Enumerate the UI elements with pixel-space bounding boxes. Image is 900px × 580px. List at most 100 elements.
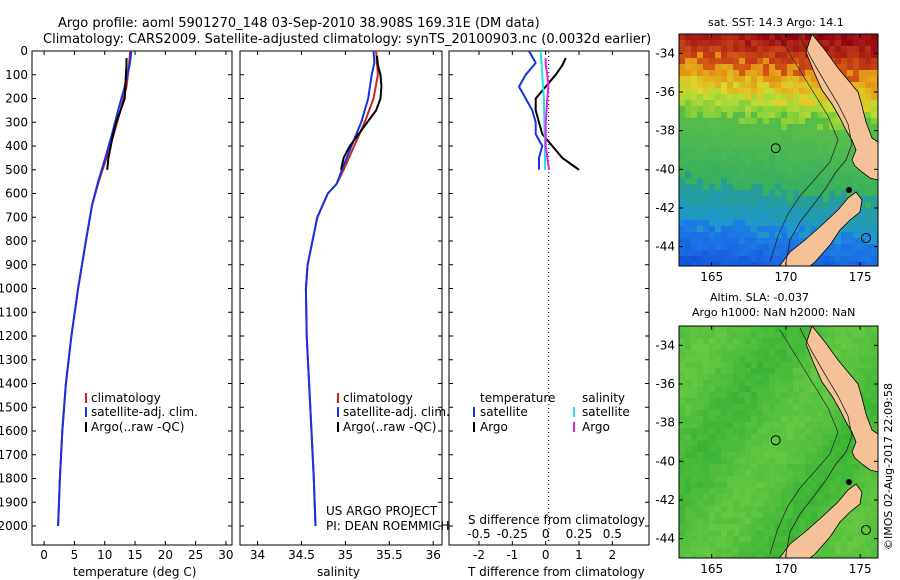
- map-cell: [715, 536, 721, 542]
- series-salinity-argo: [544, 58, 550, 170]
- map-cell: [859, 332, 865, 338]
- sst-field: [679, 34, 878, 266]
- map-cell: [871, 52, 877, 58]
- map-cell: [763, 380, 769, 386]
- map-cell: [751, 518, 757, 524]
- depth-tick-label: 1400: [0, 377, 28, 391]
- map-cell: [757, 458, 763, 464]
- temperature-series: [57, 51, 133, 527]
- map-cell: [829, 536, 835, 542]
- map-cell: [775, 332, 781, 338]
- map-cell: [793, 326, 799, 332]
- map-cell: [715, 70, 721, 76]
- map-cell: [697, 40, 703, 46]
- map-cell: [721, 422, 727, 428]
- map-cell: [715, 542, 721, 548]
- map-cell: [733, 470, 739, 476]
- map-cell: [709, 130, 715, 136]
- map-cell: [865, 404, 871, 410]
- legend-heading-salinity: salinity: [582, 391, 625, 405]
- map-cell: [781, 374, 787, 380]
- map-cell: [781, 88, 787, 94]
- map-cell: [745, 380, 751, 386]
- x-tick-label: 35.5: [376, 548, 403, 562]
- map-cell: [871, 124, 877, 130]
- map-cell: [727, 326, 733, 332]
- map-cell: [685, 524, 691, 530]
- map-cell: [769, 70, 775, 76]
- map-cell: [769, 232, 775, 238]
- map-cell: [841, 524, 847, 530]
- map-cell: [757, 112, 763, 118]
- map-cell: [799, 130, 805, 136]
- map-cell: [853, 536, 859, 542]
- map-cell: [787, 64, 793, 70]
- map-cell: [847, 350, 853, 356]
- map-cell: [715, 554, 721, 558]
- map-cell: [835, 232, 841, 238]
- map-cell: [787, 362, 793, 368]
- map-cell: [847, 338, 853, 344]
- map-cell: [739, 106, 745, 112]
- map-cell: [739, 154, 745, 160]
- map-cell: [703, 46, 709, 52]
- map-cell: [685, 494, 691, 500]
- map-cell: [697, 410, 703, 416]
- map-cell: [793, 440, 799, 446]
- map-cell: [763, 476, 769, 482]
- map-cell: [709, 112, 715, 118]
- map-cell: [751, 154, 757, 160]
- map-cell: [787, 326, 793, 332]
- map-cell: [871, 482, 877, 488]
- map-cell: [787, 434, 793, 440]
- map-cell: [859, 392, 865, 398]
- map-cell: [691, 226, 697, 232]
- map-cell: [745, 332, 751, 338]
- map-cell: [859, 482, 865, 488]
- map-cell: [769, 238, 775, 244]
- map-cell: [775, 476, 781, 482]
- map-cell: [709, 184, 715, 190]
- map-cell: [871, 344, 877, 350]
- series-satellite-adj-clim-: [304, 51, 376, 527]
- map-cell: [787, 34, 793, 40]
- map-cell: [703, 332, 709, 338]
- map-cell: [853, 548, 859, 554]
- map-cell: [793, 52, 799, 58]
- map-cell: [709, 196, 715, 202]
- map-cell: [829, 124, 835, 130]
- map-cell: [829, 160, 835, 166]
- map-cell: [787, 398, 793, 404]
- map-cell: [823, 548, 829, 554]
- map-cell: [769, 410, 775, 416]
- sla-map-title: Altim. SLA: -0.037: [710, 291, 809, 304]
- map-cell: [685, 482, 691, 488]
- map-cell: [781, 410, 787, 416]
- map-cell: [799, 440, 805, 446]
- map-cell: [853, 506, 859, 512]
- map-cell: [709, 64, 715, 70]
- map-cell: [871, 332, 877, 338]
- map-cell: [709, 202, 715, 208]
- map-cell: [715, 226, 721, 232]
- map-cell: [811, 392, 817, 398]
- map-cell: [847, 368, 853, 374]
- map-cell: [799, 332, 805, 338]
- map-cell: [685, 464, 691, 470]
- map-cell: [715, 512, 721, 518]
- map-cell: [757, 416, 763, 422]
- map-cell: [691, 148, 697, 154]
- map-cell: [817, 380, 823, 386]
- map-cell: [823, 416, 829, 422]
- map-cell: [751, 136, 757, 142]
- map-cell: [841, 482, 847, 488]
- map-cell: [751, 554, 757, 558]
- depth-tick-label: 1800: [0, 472, 28, 486]
- map-cell: [775, 94, 781, 100]
- map-cell: [781, 470, 787, 476]
- map-cell: [775, 404, 781, 410]
- map-cell: [841, 232, 847, 238]
- map-cell: [775, 524, 781, 530]
- map-cell: [847, 356, 853, 362]
- map-cell: [769, 46, 775, 52]
